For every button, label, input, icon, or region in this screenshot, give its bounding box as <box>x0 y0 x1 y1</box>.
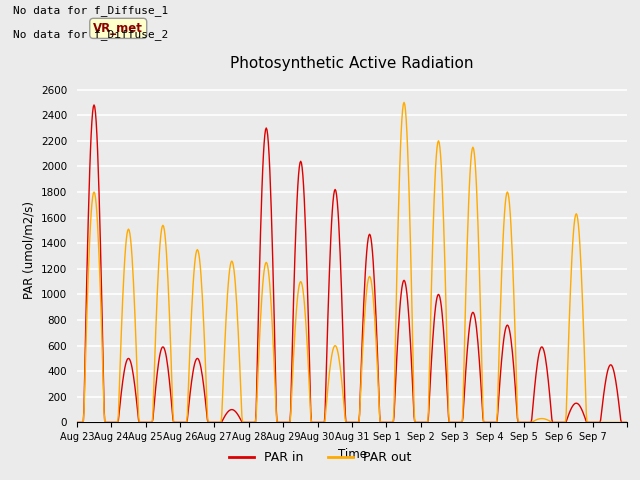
Text: No data for f_Diffuse_1: No data for f_Diffuse_1 <box>13 5 168 16</box>
Text: VR_met: VR_met <box>93 22 143 35</box>
Text: No data for f_Diffuse_2: No data for f_Diffuse_2 <box>13 29 168 40</box>
X-axis label: Time: Time <box>337 448 367 461</box>
Title: Photosynthetic Active Radiation: Photosynthetic Active Radiation <box>230 57 474 72</box>
Legend: PAR in, PAR out: PAR in, PAR out <box>223 446 417 469</box>
Y-axis label: PAR (umol/m2/s): PAR (umol/m2/s) <box>22 201 35 299</box>
